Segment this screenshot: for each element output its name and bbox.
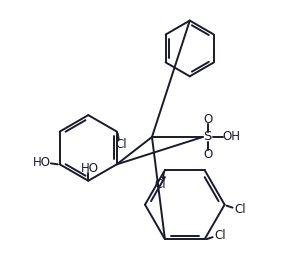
Text: Cl: Cl (154, 178, 166, 191)
Text: Cl: Cl (215, 229, 226, 242)
Text: HO: HO (33, 156, 51, 169)
Text: Cl: Cl (235, 203, 246, 216)
Text: O: O (203, 149, 212, 161)
Text: S: S (204, 130, 212, 144)
Text: Cl: Cl (115, 138, 126, 151)
Text: HO: HO (81, 162, 99, 175)
Text: O: O (203, 113, 212, 125)
Text: OH: OH (223, 130, 241, 144)
